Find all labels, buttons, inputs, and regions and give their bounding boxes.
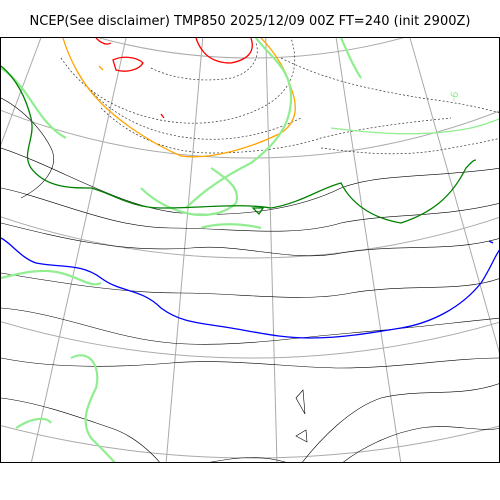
lightgreen-isotherm (185, 38, 293, 209)
dotted-contours (60, 38, 499, 155)
meridian-line (409, 38, 499, 354)
contour-line (1, 147, 499, 215)
dotted-contour-line (60, 38, 295, 124)
meridian-line (265, 38, 278, 462)
contour-line (343, 426, 499, 462)
isotherm-lines (1, 38, 499, 462)
dotted-contour-line (100, 107, 452, 154)
meridian-line (165, 38, 204, 462)
contour-line (1, 397, 160, 462)
red-isotherm (160, 113, 165, 119)
contour-line (1, 222, 499, 257)
red-isotherm (195, 38, 253, 64)
red-isotherm (112, 56, 144, 72)
lightgreen-isotherm (330, 118, 499, 135)
thin-contours (1, 97, 499, 462)
contour-line (1, 97, 54, 199)
lightgreen-isotherm (340, 38, 362, 79)
green-isotherm (251, 207, 265, 216)
latitude-circle (1, 109, 499, 159)
contour-line (1, 187, 499, 232)
latitude-circle (98, 38, 404, 59)
lightgreen-isotherm (140, 167, 239, 217)
blue-isotherm (1, 237, 499, 339)
dotted-contour-line (150, 42, 258, 81)
latitude-circle (1, 320, 499, 359)
contour-line (209, 457, 286, 462)
contour-line (295, 389, 306, 415)
contour-line (1, 357, 499, 369)
temperature-map: -6 (1, 38, 500, 463)
latitude-circle (1, 424, 499, 459)
dotted-contour-line (80, 77, 302, 140)
lightgreen-isotherm (1, 269, 102, 286)
lightgreen-isotherm (1, 67, 67, 139)
meridian-line (335, 38, 402, 462)
contour-line (1, 307, 499, 345)
lightgreen-isotherm (200, 223, 262, 230)
meridian-line (1, 38, 42, 146)
red-isotherm (95, 38, 112, 45)
meridian-line (251, 38, 500, 463)
graticule (1, 38, 500, 463)
green-isotherm (1, 65, 477, 224)
latitude-circle (1, 216, 499, 259)
dotted-contour-line (320, 138, 499, 155)
blue-isotherm (488, 240, 494, 244)
map-frame: -6 (0, 37, 500, 463)
map-title: NCEP(See disclaimer) TMP850 2025/12/09 0… (29, 14, 471, 29)
lightgreen-isotherm (70, 354, 116, 462)
orange-isotherm (98, 65, 104, 71)
contour-line (295, 429, 308, 443)
contour-label: -6 (448, 90, 461, 102)
meridian-line (30, 38, 127, 462)
dotted-contour-line (280, 57, 499, 113)
lightgreen-isotherm (15, 417, 52, 429)
contour-line (1, 272, 499, 298)
contour-line (302, 383, 499, 462)
